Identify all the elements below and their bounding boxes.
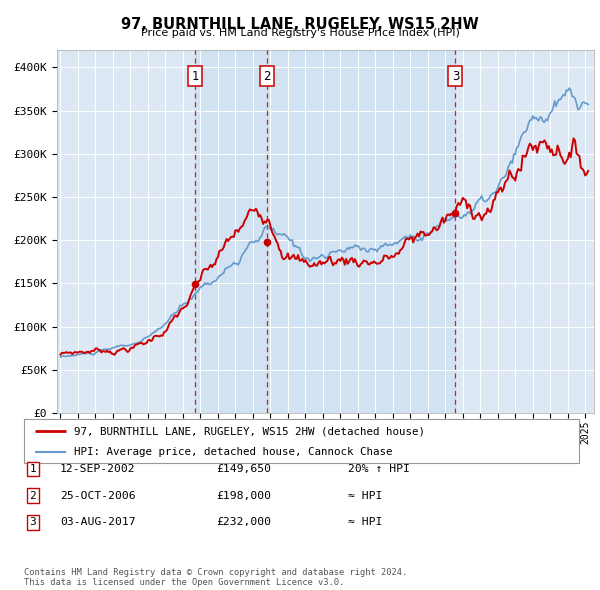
Text: 2: 2: [29, 491, 37, 500]
Text: ≈ HPI: ≈ HPI: [348, 517, 382, 527]
Text: 12-SEP-2002: 12-SEP-2002: [60, 464, 136, 474]
Text: 1: 1: [29, 464, 37, 474]
Text: 25-OCT-2006: 25-OCT-2006: [60, 491, 136, 500]
Text: £198,000: £198,000: [216, 491, 271, 500]
Text: 03-AUG-2017: 03-AUG-2017: [60, 517, 136, 527]
Text: 3: 3: [29, 517, 37, 527]
Text: 97, BURNTHILL LANE, RUGELEY, WS15 2HW: 97, BURNTHILL LANE, RUGELEY, WS15 2HW: [121, 17, 479, 31]
Text: ≈ HPI: ≈ HPI: [348, 491, 382, 500]
Text: £149,650: £149,650: [216, 464, 271, 474]
Bar: [196, 50, 267, 413]
Text: £232,000: £232,000: [216, 517, 271, 527]
Text: 20% ↑ HPI: 20% ↑ HPI: [348, 464, 410, 474]
Text: 3: 3: [452, 70, 459, 83]
Text: HPI: Average price, detached house, Cannock Chase: HPI: Average price, detached house, Cann…: [74, 447, 392, 457]
Text: 97, BURNTHILL LANE, RUGELEY, WS15 2HW (detached house): 97, BURNTHILL LANE, RUGELEY, WS15 2HW (d…: [74, 427, 425, 436]
Text: Price paid vs. HM Land Registry's House Price Index (HPI): Price paid vs. HM Land Registry's House …: [140, 28, 460, 38]
Text: 1: 1: [191, 70, 199, 83]
Text: 2: 2: [263, 70, 271, 83]
Bar: [267, 50, 455, 413]
Text: Contains HM Land Registry data © Crown copyright and database right 2024.
This d: Contains HM Land Registry data © Crown c…: [24, 568, 407, 587]
